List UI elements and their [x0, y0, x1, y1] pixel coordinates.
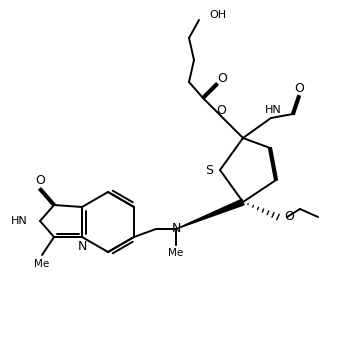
Text: O: O: [284, 210, 294, 223]
Text: HN: HN: [265, 105, 281, 115]
Text: O: O: [294, 82, 304, 95]
Text: O: O: [35, 174, 45, 187]
Text: OH: OH: [209, 10, 226, 20]
Polygon shape: [176, 199, 244, 229]
Text: O: O: [216, 104, 226, 118]
Text: Me: Me: [168, 248, 184, 258]
Text: N: N: [171, 222, 181, 236]
Text: HN: HN: [11, 216, 28, 226]
Text: N: N: [77, 240, 87, 254]
Text: O: O: [217, 72, 227, 85]
Text: S: S: [205, 164, 213, 176]
Text: Me: Me: [34, 259, 50, 269]
